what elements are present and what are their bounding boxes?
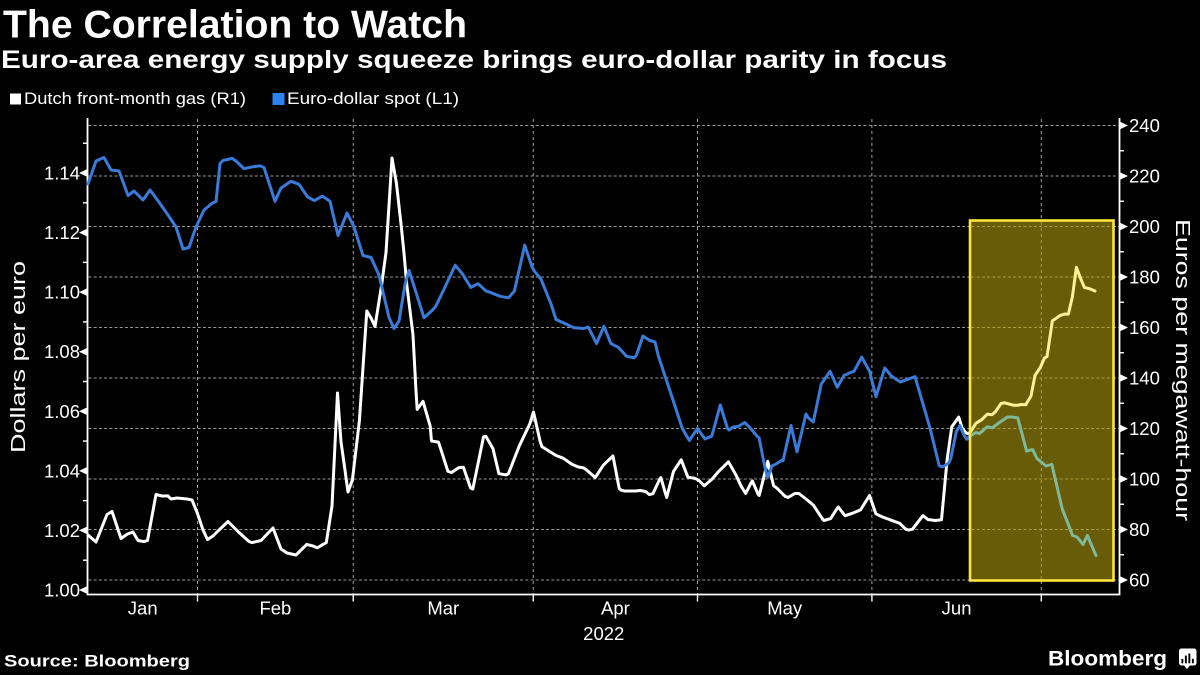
- svg-text:1.14: 1.14: [44, 163, 80, 184]
- svg-text:Apr: Apr: [601, 598, 630, 619]
- svg-text:100: 100: [1129, 469, 1160, 490]
- svg-text:1.06: 1.06: [44, 401, 80, 422]
- svg-text:1.12: 1.12: [44, 222, 80, 243]
- svg-text:Bloomberg: Bloomberg: [1048, 647, 1167, 671]
- svg-text:180: 180: [1129, 267, 1160, 288]
- svg-text:200: 200: [1129, 216, 1160, 237]
- svg-text:Jun: Jun: [942, 598, 972, 619]
- svg-text:240: 240: [1129, 115, 1160, 136]
- svg-text:Dutch front-month gas (R1): Dutch front-month gas (R1): [24, 89, 246, 108]
- svg-text:1.04: 1.04: [44, 460, 80, 481]
- svg-text:160: 160: [1129, 317, 1160, 338]
- svg-text:2022: 2022: [583, 623, 624, 644]
- svg-text:The Correlation to Watch: The Correlation to Watch: [3, 4, 467, 47]
- svg-text:Source: Bloomberg: Source: Bloomberg: [4, 653, 190, 671]
- svg-text:1.02: 1.02: [44, 520, 80, 541]
- svg-text:May: May: [767, 598, 803, 619]
- svg-text:120: 120: [1129, 418, 1160, 439]
- svg-text:1.10: 1.10: [44, 282, 80, 303]
- svg-text:Euros per megawatt-hour: Euros per megawatt-hour: [1171, 219, 1193, 521]
- svg-text:60: 60: [1129, 570, 1150, 591]
- svg-text:Jan: Jan: [128, 598, 158, 619]
- svg-text:Euro-dollar spot (L1): Euro-dollar spot (L1): [287, 89, 459, 108]
- svg-text:1.08: 1.08: [44, 341, 80, 362]
- svg-text:Feb: Feb: [259, 598, 291, 619]
- svg-text:1.00: 1.00: [44, 580, 80, 601]
- svg-text:Mar: Mar: [427, 598, 459, 619]
- svg-text:Euro-area energy supply squeez: Euro-area energy supply squeeze brings e…: [1, 46, 947, 74]
- svg-text:80: 80: [1129, 519, 1150, 540]
- svg-text:220: 220: [1129, 166, 1160, 187]
- svg-text:Dollars per euro: Dollars per euro: [8, 261, 30, 453]
- svg-text:140: 140: [1129, 368, 1160, 389]
